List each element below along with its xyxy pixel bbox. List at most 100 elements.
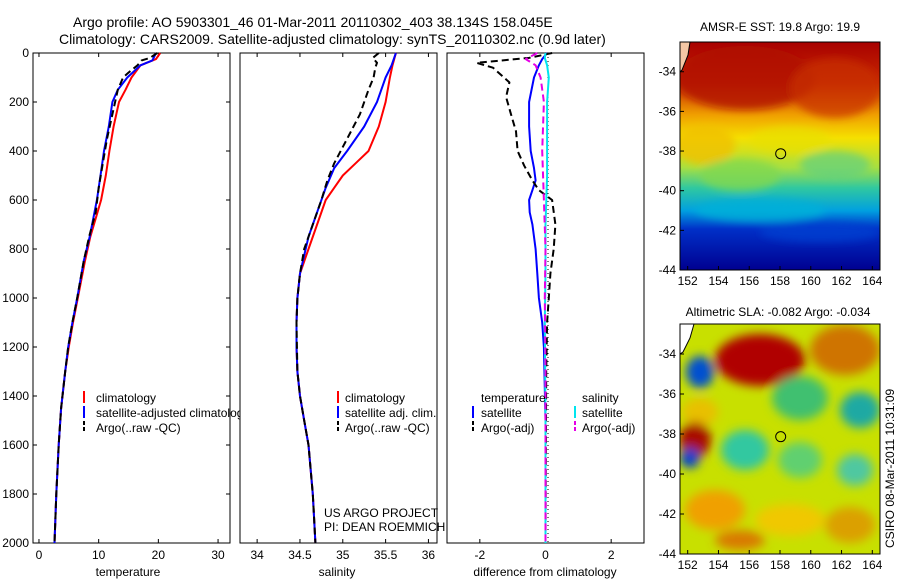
y-tick-label: -44 <box>659 547 677 561</box>
x-tick-label: -2 <box>474 548 485 562</box>
x-tick-label: 0 <box>36 548 43 562</box>
sst-profile-marker <box>775 148 787 160</box>
legend-heading-salinity: salinity <box>582 391 619 405</box>
y-tick-label: 1600 <box>2 438 29 452</box>
argo-profile-line <box>295 52 380 544</box>
x-tick-label: 160 <box>801 274 821 288</box>
legend-label-climatology: climatology <box>96 391 156 405</box>
sst-map-panel: AMSR-E SST: 19.8 Argo: 19.9 152 154 156 158… <box>659 20 883 288</box>
temperature-legend: climatology satellite-adjusted climatolo… <box>83 391 249 435</box>
y-tick-label: 2000 <box>2 536 29 550</box>
y-tick-label: 1000 <box>2 291 29 305</box>
y-tick-label: 200 <box>9 95 29 109</box>
x-tick-label: 154 <box>708 274 728 288</box>
legend-label-sal-satellite: satellite <box>582 406 623 420</box>
x-tick-label: 35.5 <box>374 548 398 562</box>
temperature-axes-frame <box>32 52 231 544</box>
x-tick-label: 164 <box>862 274 882 288</box>
salinity-x-ticks: 34 34.5 35 35.5 36 <box>250 53 435 562</box>
salinity-axes-frame <box>239 52 438 544</box>
sla-map-y-ticks: -34 -36 -38 -40 -42 -44 <box>659 347 684 561</box>
y-tick-label: -36 <box>659 104 677 118</box>
satellite-profile-line <box>295 52 397 544</box>
x-tick-label: 30 <box>211 548 225 562</box>
x-tick-label: 156 <box>739 558 759 572</box>
salinity-lines <box>295 52 397 544</box>
x-tick-label: 0 <box>542 548 549 562</box>
x-tick-label: 2 <box>608 548 615 562</box>
y-tick-label: -42 <box>659 507 677 521</box>
y-tick-label: 0 <box>22 46 29 60</box>
sla-profile-marker <box>775 431 787 443</box>
x-tick-label: 158 <box>770 558 790 572</box>
legend-label-temp-satellite: satellite <box>481 406 522 420</box>
argo-profile-line <box>53 52 158 544</box>
y-tick-label: -38 <box>659 144 677 158</box>
temperature-y-ticks: 0 200 400 600 800 1000 1200 1400 1600 1800 2000 <box>2 46 230 550</box>
temperature-x-label: temperature <box>96 565 161 579</box>
x-tick-label: 10 <box>92 548 106 562</box>
legend-label-satellite: satellite-adjusted climatology <box>96 406 249 420</box>
header-line2: Climatology: CARS2009. Satellite-adjuste… <box>59 31 606 47</box>
project-line-1: US ARGO PROJECT <box>324 506 439 520</box>
legend-heading-temperature: temperature <box>481 391 546 405</box>
difference-lines <box>475 52 557 544</box>
y-tick-label: 600 <box>9 193 29 207</box>
x-tick-label: 35 <box>336 548 350 562</box>
x-tick-label: 164 <box>862 558 882 572</box>
y-tick-label: 1800 <box>2 487 29 501</box>
salinity-panel: 34 34.5 35 35.5 36 climatology satellite adj… <box>239 52 445 579</box>
temperature-satellite-profile-line <box>528 52 548 543</box>
y-tick-label: -40 <box>659 184 677 198</box>
legend-label-argo: Argo(..raw -QC) <box>96 421 181 435</box>
y-tick-label: -44 <box>659 263 677 277</box>
sst-map-y-ticks: -34 -36 -38 -40 -42 -44 <box>659 65 684 277</box>
x-tick-label: 152 <box>678 274 698 288</box>
y-tick-label: 400 <box>9 144 29 158</box>
y-tick-label: 800 <box>9 242 29 256</box>
x-tick-label: 152 <box>678 558 698 572</box>
timestamp-stamp: CSIRO 08-Mar-2011 10:31:09 <box>883 388 897 548</box>
y-tick-label: -38 <box>659 427 677 441</box>
sla-map-panel: Altimetric SLA: -0.082 Argo: -0.034 <box>659 305 883 572</box>
x-tick-label: 162 <box>832 274 852 288</box>
salinity-legend: climatology satellite adj. clim. Argo(..… <box>337 391 436 435</box>
temperature-argo-adj--profile-line <box>475 52 557 544</box>
x-tick-label: 160 <box>801 558 821 572</box>
temperature-lines <box>53 52 162 544</box>
y-tick-label: -34 <box>659 347 677 361</box>
x-tick-label: 154 <box>708 558 728 572</box>
sst-map-title: AMSR-E SST: 19.8 Argo: 19.9 <box>700 20 860 34</box>
legend-label-sal-argo: Argo(-adj) <box>582 421 635 435</box>
difference-panel: -2 0 2 temperature satellite Argo(-adj) sa… <box>446 52 645 579</box>
salinity-x-label: salinity <box>319 565 356 579</box>
temperature-panel: 0 200 400 600 800 1000 1200 1400 1600 1800 2000 0 1… <box>2 46 249 579</box>
y-tick-label: -36 <box>659 387 677 401</box>
coastline-shape <box>680 42 691 73</box>
sla-map-title: Altimetric SLA: -0.082 Argo: -0.034 <box>686 305 871 319</box>
y-tick-label: 1400 <box>2 389 29 403</box>
y-tick-label: 1200 <box>2 340 29 354</box>
x-tick-label: 20 <box>152 548 166 562</box>
sla-map-x-ticks: 152 154 156 158 160 162 164 <box>678 550 883 572</box>
salinity-argo-adj--profile-line <box>524 52 547 543</box>
sst-map-x-ticks: 152 154 156 158 160 162 164 <box>678 266 883 288</box>
difference-legend: temperature satellite Argo(-adj) salinit… <box>472 391 635 435</box>
difference-x-label: difference from climatology <box>473 565 616 579</box>
y-tick-label: -40 <box>659 467 677 481</box>
legend-label-climatology: climatology <box>345 391 405 405</box>
header-line1: Argo profile: AO 5903301_46 01-Mar-2011 … <box>73 14 553 30</box>
legend-label-satellite: satellite adj. clim. <box>345 406 436 420</box>
sst-heatmap-field <box>680 42 880 270</box>
legend-label-temp-argo: Argo(-adj) <box>481 421 534 435</box>
coastline-shape <box>680 324 695 355</box>
y-tick-label: -42 <box>659 223 677 237</box>
x-tick-label: 36 <box>422 548 436 562</box>
x-tick-label: 162 <box>832 558 852 572</box>
x-tick-label: 158 <box>770 274 790 288</box>
project-line-2: PI: DEAN ROEMMICH <box>324 520 445 534</box>
legend-label-argo: Argo(..raw -QC) <box>345 421 430 435</box>
y-tick-label: -34 <box>659 65 677 79</box>
x-tick-label: 34.5 <box>288 548 312 562</box>
